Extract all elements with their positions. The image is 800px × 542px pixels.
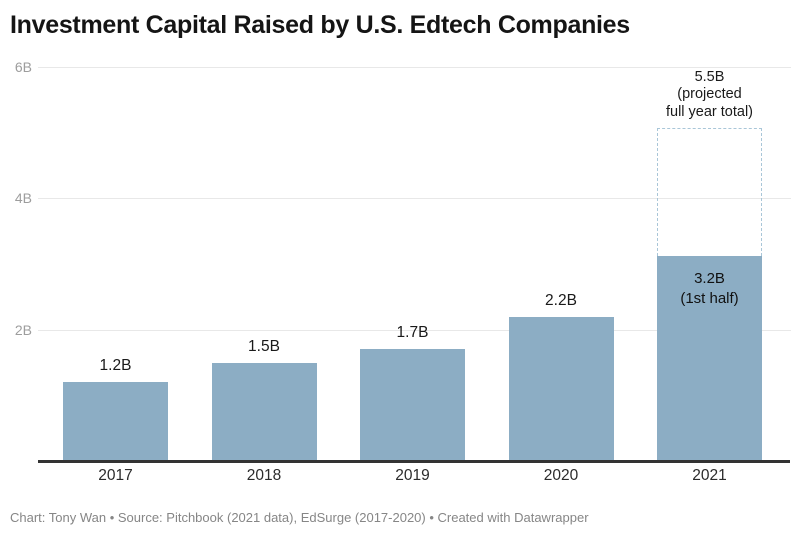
bar-value-label-2017: 1.2B [99, 357, 132, 375]
y-tick-label-2b: 2B [14, 321, 32, 338]
x-tick-label-2019: 2019 [395, 467, 430, 484]
x-tick-label-2020: 2020 [543, 467, 579, 484]
bar-value-label-2021: 3.2B (1st half) [680, 270, 739, 307]
bar-value-label-2019: 1.7B [396, 324, 429, 342]
bar-2017 [63, 382, 168, 461]
projected-range-box [657, 128, 762, 257]
bar-value-label-2018: 1.5B [248, 337, 280, 355]
y-tick-label-4b: 4B [14, 190, 32, 207]
projected-value-label: 5.5B (projected full year total) [665, 68, 754, 120]
bar-value-label-2020: 2.2B [545, 291, 577, 309]
x-axis-line [38, 460, 790, 463]
chart-title: Investment Capital Raised by U.S. Edtech… [10, 11, 630, 39]
x-tick-label-2021: 2021 [692, 467, 727, 484]
gridline-6b [38, 67, 791, 68]
bar-2020 [508, 316, 614, 461]
bar-2021 [657, 256, 762, 461]
x-tick-label-2017: 2017 [98, 467, 133, 484]
y-tick-label-6b: 6B [14, 59, 32, 75]
bar-2019 [360, 349, 465, 461]
x-tick-label-2018: 2018 [246, 467, 282, 484]
gridline-2b [38, 329, 791, 331]
chart-footer: Chart: Tony Wan • Source: Pitchbook (202… [10, 510, 589, 525]
bar-2018 [211, 362, 317, 461]
gridline-4b [38, 198, 791, 200]
